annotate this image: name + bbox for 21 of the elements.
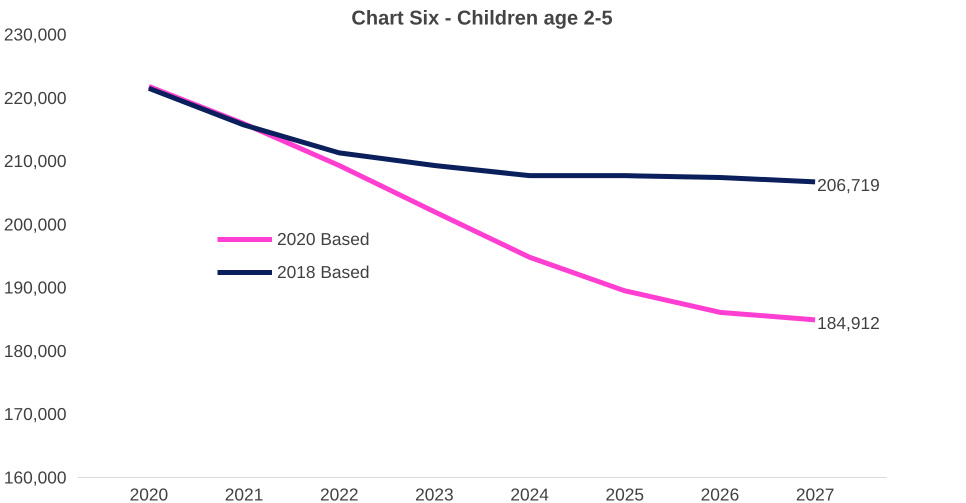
y-tick-label: 170,000 (4, 404, 67, 424)
y-tick-label: 200,000 (4, 214, 67, 234)
data-label: 184,912 (817, 312, 880, 333)
x-tick-label: 2020 (130, 484, 168, 503)
y-tick-label: 220,000 (4, 88, 67, 108)
x-tick-label: 2027 (796, 484, 834, 503)
x-tick-label: 2022 (320, 484, 359, 503)
y-tick-label: 230,000 (4, 24, 67, 44)
legend-label: 2020 Based (277, 228, 370, 250)
y-tick-label: 160,000 (4, 468, 67, 488)
y-tick-label: 190,000 (4, 278, 67, 298)
x-tick-label: 2024 (510, 484, 550, 503)
y-tick-label: 210,000 (4, 151, 67, 172)
chart-title: Chart Six - Children age 2-5 (351, 8, 613, 30)
y-tick-label: 180,000 (4, 340, 67, 361)
x-tick-label: 2025 (605, 484, 644, 503)
x-tick-label: 2023 (415, 484, 454, 503)
data-label: 206,719 (817, 174, 880, 195)
legend-label: 2018 Based (277, 262, 370, 282)
x-tick-label: 2026 (700, 484, 740, 503)
x-tick-label: 2021 (224, 484, 264, 503)
